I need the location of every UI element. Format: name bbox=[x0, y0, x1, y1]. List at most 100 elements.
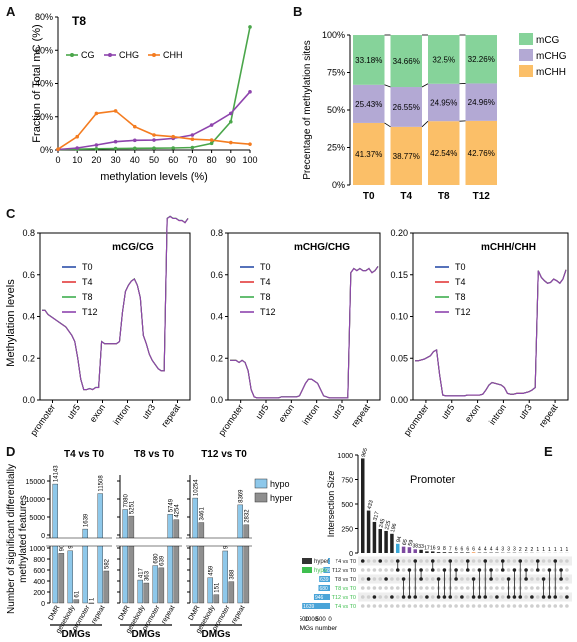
matrix-dot bbox=[506, 604, 511, 608]
bar-hyper bbox=[243, 524, 250, 604]
matrix-dot bbox=[372, 559, 377, 563]
data-label: 9 bbox=[437, 546, 440, 552]
data-point bbox=[152, 146, 156, 150]
bar-hypo bbox=[222, 550, 228, 604]
data-label: 1 bbox=[536, 547, 539, 553]
set-size-bar bbox=[302, 603, 330, 609]
data-label: 2832 bbox=[244, 509, 250, 523]
matrix-dot bbox=[372, 568, 377, 572]
intersection-bar bbox=[466, 552, 470, 553]
matrix-dot bbox=[489, 595, 493, 599]
legend-label: T8 bbox=[455, 292, 466, 302]
data-point bbox=[152, 138, 156, 142]
matrix-dot bbox=[436, 568, 441, 572]
x-tick-label: repeat bbox=[91, 604, 107, 625]
data-label: 5251 bbox=[129, 500, 135, 514]
panel-label-d: D bbox=[6, 444, 16, 459]
data-label: 2 bbox=[519, 547, 522, 553]
matrix-dot bbox=[390, 604, 394, 608]
matrix-dot bbox=[425, 577, 429, 581]
x-tick-label: exon bbox=[463, 402, 482, 424]
matrix-dot bbox=[401, 568, 406, 572]
matrix-dot bbox=[395, 586, 400, 590]
x-axis-title: DMGs bbox=[62, 629, 91, 640]
data-point bbox=[94, 147, 99, 151]
data-label: 4 bbox=[490, 547, 493, 553]
intersection-bar bbox=[454, 552, 458, 553]
intersection-bar bbox=[448, 552, 452, 553]
intersection-bar bbox=[419, 549, 423, 553]
bar-hyper bbox=[198, 522, 205, 604]
matrix-dot bbox=[465, 604, 470, 608]
matrix-dot bbox=[530, 559, 534, 563]
data-label: 17 bbox=[424, 545, 430, 551]
matrix-dot bbox=[425, 595, 429, 599]
data-point bbox=[94, 143, 99, 147]
matrix-row-band bbox=[358, 574, 572, 584]
data-label: 38 bbox=[412, 543, 418, 549]
data-label: 4 bbox=[478, 547, 481, 553]
connector-line bbox=[384, 122, 391, 128]
data-label: 94 bbox=[396, 536, 403, 543]
matrix-dot bbox=[495, 595, 499, 599]
x-tick-label: 90 bbox=[226, 155, 236, 165]
legend-label: T12 bbox=[82, 307, 98, 317]
matrix-dot bbox=[360, 604, 365, 608]
x-axis-title: methylation levels (%) bbox=[100, 171, 208, 183]
data-label: 24.96% bbox=[468, 98, 495, 107]
y-tick-label: 75% bbox=[327, 68, 345, 78]
legend-marker bbox=[70, 53, 74, 57]
series-line-t0 bbox=[415, 269, 567, 397]
matrix-dot bbox=[442, 559, 447, 563]
matrix-dot bbox=[460, 595, 464, 599]
data-label: 196 bbox=[390, 523, 398, 533]
matrix-dot bbox=[360, 568, 365, 572]
intersection-bar bbox=[378, 528, 382, 553]
legend-label: T4 bbox=[82, 277, 93, 287]
legend-swatch bbox=[302, 567, 312, 573]
bar-segment-mchh bbox=[353, 122, 385, 185]
y-tick-label: 0.0 bbox=[22, 395, 35, 405]
data-label: 2 bbox=[525, 547, 528, 553]
data-label: 59 bbox=[408, 539, 415, 546]
matrix-dot bbox=[395, 595, 400, 599]
y-tick-label: 15000 bbox=[26, 479, 46, 486]
panel-a-line-chart: 0% 20% 40% 60% 80% 0 10 20 30 40 50 60 70 80 90 100 meth… bbox=[31, 12, 258, 183]
intersection-bar bbox=[366, 510, 371, 553]
x-tick-label: T0 bbox=[363, 191, 375, 202]
data-label: 6 bbox=[461, 546, 464, 552]
connector-line bbox=[421, 83, 429, 88]
legend-marker bbox=[152, 53, 156, 57]
data-label: 639 bbox=[159, 555, 165, 566]
bar-segment-mchh bbox=[465, 120, 497, 185]
y-tick-label: 0.6 bbox=[210, 270, 223, 280]
matrix-dot bbox=[489, 559, 493, 563]
data-label: 1 bbox=[566, 547, 569, 553]
data-label: 33 bbox=[418, 544, 424, 550]
matrix-dot bbox=[425, 586, 429, 590]
y-tick-label: 0.2 bbox=[22, 353, 35, 363]
matrix-dot bbox=[360, 559, 365, 563]
data-point bbox=[229, 119, 233, 124]
y-tick-label: 60% bbox=[35, 45, 53, 55]
matrix-dot bbox=[506, 559, 511, 563]
matrix-dot bbox=[495, 559, 499, 563]
y-tick-label: 1000 bbox=[337, 453, 353, 460]
matrix-dot bbox=[384, 595, 388, 599]
matrix-dot bbox=[436, 604, 441, 608]
x-axis-title: DMGs bbox=[132, 629, 161, 640]
matrix-dot bbox=[500, 595, 505, 599]
set-name-label: T12 vs T0 bbox=[332, 568, 356, 574]
y-tick-label: 400 bbox=[33, 579, 45, 586]
y-tick-label: 0.05 bbox=[390, 353, 408, 363]
y-tick-label: 750 bbox=[341, 478, 353, 485]
y-tick-label: 200 bbox=[33, 590, 45, 597]
legend-label: hyper bbox=[314, 559, 329, 565]
data-label: 4 bbox=[496, 547, 499, 553]
y-tick-label: 800 bbox=[33, 557, 45, 564]
matrix-dot bbox=[530, 577, 534, 581]
y-tick-label: 0 bbox=[41, 601, 45, 608]
group-title: T8 vs T0 bbox=[134, 449, 174, 460]
data-point bbox=[94, 111, 99, 116]
data-label: 32.5% bbox=[432, 55, 455, 64]
